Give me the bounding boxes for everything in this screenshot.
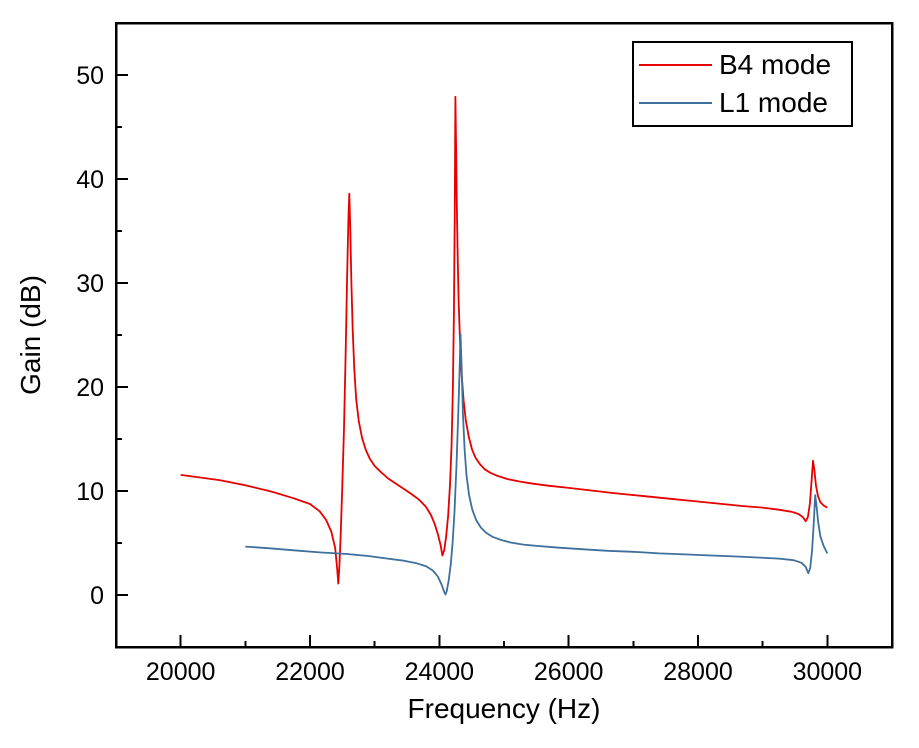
x-tick-label: 30000 — [793, 658, 863, 686]
l1-mode-line-swatch — [639, 102, 712, 104]
x-axis-title: Frequency (Hz) — [408, 693, 601, 724]
y-tick-label: 20 — [76, 374, 104, 402]
y-tick-label: 10 — [76, 478, 104, 506]
b4-mode-line-swatch — [639, 64, 712, 66]
y-axis-title: Gain (dB) — [15, 275, 46, 395]
y-tick-label: 50 — [76, 62, 104, 90]
legend-label-l1-mode: L1 mode — [719, 87, 828, 118]
legend-entry-l1-mode: L1 mode — [634, 89, 851, 117]
legend-entry-b4-mode: B4 mode — [634, 51, 851, 79]
x-tick-label: 24000 — [405, 658, 475, 686]
b4-mode-line — [180, 95, 828, 585]
x-tick-label: 28000 — [663, 658, 733, 686]
x-tick-label: 20000 — [146, 658, 216, 686]
y-tick-label: 0 — [90, 582, 104, 610]
x-tick-label: 26000 — [534, 658, 604, 686]
y-tick-label: 30 — [76, 270, 104, 298]
y-tick-label: 40 — [76, 166, 104, 194]
x-tick-label: 22000 — [275, 658, 345, 686]
legend-label-b4-mode: B4 mode — [719, 49, 832, 80]
legend: B4 mode L1 mode — [632, 41, 853, 127]
l1-mode-line — [245, 333, 829, 596]
